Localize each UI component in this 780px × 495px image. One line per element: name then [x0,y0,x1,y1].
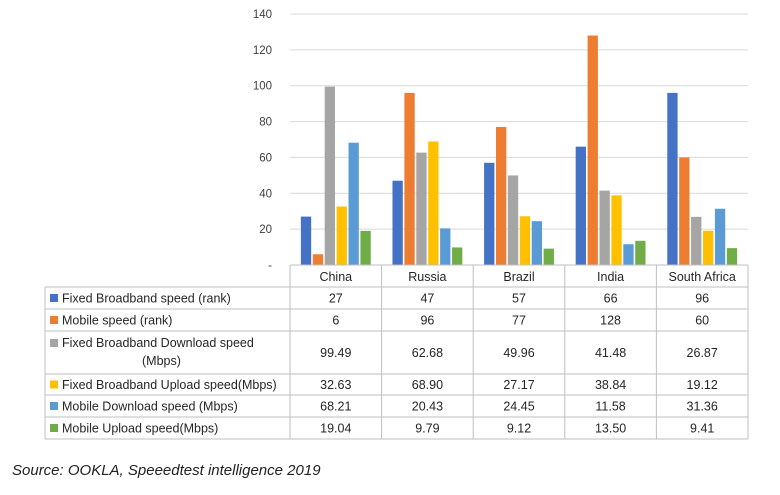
legend-swatch [50,316,58,324]
table-value: 60 [695,314,709,328]
bar [360,230,371,265]
bar [484,162,495,265]
table-value: 49.96 [503,346,534,360]
bar [507,175,519,265]
x-tick-label: Russia [408,270,446,284]
bar [587,35,598,266]
table-value: 9.41 [690,422,714,436]
legend-label: Fixed Broadband speed (rank) [62,292,231,306]
table-value: 128 [600,314,621,328]
y-tick-label: 100 [253,81,272,93]
x-tick-label: South Africa [668,270,735,284]
table-value: 19.12 [687,378,718,392]
bar [300,216,312,265]
y-tick-label: 140 [253,9,272,21]
bar [348,142,359,265]
legend-swatch [50,339,58,347]
table-value: 9.12 [507,422,531,436]
table-value: 32.63 [320,378,351,392]
legend-swatch [50,294,58,302]
bar [667,92,678,265]
table-value: 57 [512,292,526,306]
bar [531,221,543,265]
bar [495,126,507,265]
y-tick-label: - [268,260,272,272]
bar [726,248,738,265]
table-value: 31.36 [687,400,718,414]
bar [324,86,335,266]
bar [623,244,634,265]
bar [703,230,714,265]
bar [691,216,702,265]
table-value: 99.49 [320,346,351,360]
table-value: 41.48 [595,346,626,360]
x-tick-label: China [319,270,352,284]
y-tick-label: 20 [259,224,272,236]
bar [440,228,451,265]
table-value: 26.87 [687,346,718,360]
table-value: 6 [332,314,339,328]
bar [679,157,690,265]
table-value: 19.04 [320,422,351,436]
table-value: 66 [604,292,618,306]
legend-label: (Mbps) [142,354,181,368]
y-tick-label: 40 [259,188,272,200]
table-value: 11.58 [595,400,625,414]
legend-label: Fixed Broadband Download speed [62,336,254,350]
x-tick-label: India [597,270,624,284]
y-tick-label: 60 [259,152,272,164]
bar [428,141,439,265]
table-value: 96 [420,314,434,328]
source-caption: Source: OOKLA, Speeedtest intelligence 2… [12,462,321,479]
bar [452,247,463,265]
table-value: 24.45 [503,400,534,414]
bar [635,240,646,265]
y-tick-label: 120 [253,45,272,57]
bar [416,152,427,265]
bar [392,180,403,265]
table-value: 96 [695,292,709,306]
bar [404,92,415,265]
legend-label: Mobile Download speed (Mbps) [62,400,238,414]
bar [611,195,622,265]
legend-label: Mobile Upload speed(Mbps) [62,422,218,436]
table-value: 9.79 [415,422,439,436]
bar [312,254,324,265]
y-tick-label: 80 [259,117,272,129]
legend-swatch [50,402,58,410]
table-value: 77 [512,314,526,328]
table-value: 27 [329,292,343,306]
table-value: 68.21 [320,400,351,414]
bar [543,248,554,265]
legend-swatch [50,380,58,389]
bar [336,206,347,265]
table-value: 27.17 [503,378,534,392]
table-value: 47 [420,292,434,306]
bar [575,146,586,265]
table-value: 62.68 [412,346,443,360]
bar [599,190,610,265]
bar [714,208,726,265]
legend-label: Fixed Broadband Upload speed(Mbps) [62,378,277,392]
chart-svg: - 20 40 60 80 100 120 140 China Russia Brazil India… [44,9,749,440]
bar [519,216,531,265]
legend-label: Mobile speed (rank) [62,314,172,328]
x-tick-label: Brazil [503,270,534,284]
legend-swatch [50,424,58,432]
table-value: 38.84 [595,378,626,392]
table-value: 68.90 [412,378,443,392]
table-value: 13.50 [595,422,626,436]
table-value: 20.43 [412,400,443,414]
